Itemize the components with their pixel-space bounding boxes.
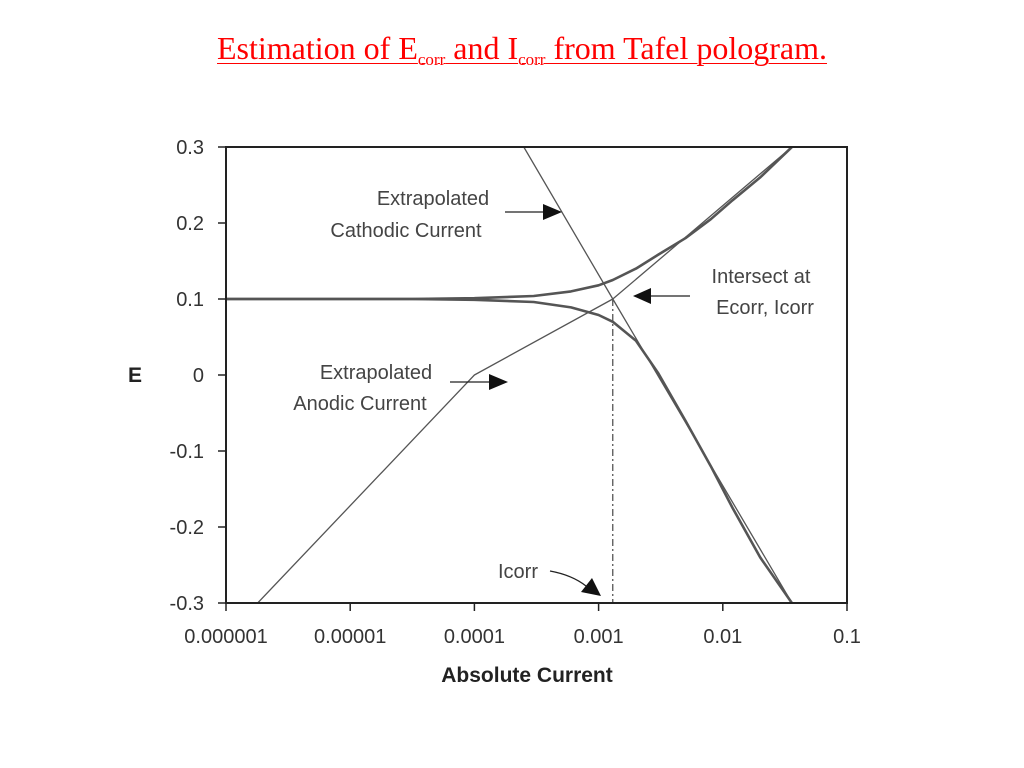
annotation-cathodic-line1: Extrapolated: [377, 188, 489, 210]
y-tick-label: 0.1: [176, 289, 204, 311]
title-suffix: from Tafel pologram.: [545, 30, 827, 66]
cathodic-curve: [226, 297, 793, 603]
annotation-intersect-line1: Intersect at: [712, 266, 811, 288]
x-tick-label: 0.01: [703, 626, 742, 648]
pointer-icorr: [549, 570, 601, 596]
title-subscript-icorr: corr: [518, 50, 546, 69]
x-tick-label: 0.001: [574, 626, 624, 648]
title-subscript-ecorr: corr: [417, 50, 446, 69]
y-axis-title: E: [128, 364, 142, 387]
x-tick-label: 0.0001: [444, 626, 505, 648]
y-tick-label: -0.3: [170, 593, 204, 615]
x-tick-label: 0.00001: [314, 626, 386, 648]
y-tick-label: 0: [193, 365, 204, 387]
anodic-curve: [226, 147, 793, 301]
y-tick-label: -0.1: [170, 441, 204, 463]
annotation-anodic-line2: Anodic Current: [293, 393, 427, 415]
y-tick-label: 0.2: [176, 213, 204, 235]
x-tick-label: 0.000001: [184, 626, 267, 648]
annotation-anodic-line1: Extrapolated: [320, 362, 432, 384]
title-prefix: Estimation of E: [217, 30, 418, 66]
annotation-intersect-line2: Ecorr, Icorr: [716, 297, 814, 319]
title-mid: and I: [445, 30, 519, 66]
annotation-icorr: Icorr: [498, 561, 538, 583]
pointer-cathodic: [505, 204, 562, 220]
y-tick-label: 0.3: [176, 137, 204, 159]
x-tick-label: 0.1: [833, 626, 861, 648]
y-tick-label: -0.2: [170, 517, 204, 539]
x-axis-title: Absolute Current: [441, 664, 613, 687]
pointer-anodic: [450, 374, 508, 390]
slide-title: Estimation of Ecorr and Icorr from Tafel…: [0, 30, 1024, 70]
annotation-cathodic-line2: Cathodic Current: [330, 220, 482, 242]
anodic-tafel-line: [257, 147, 793, 603]
pointer-intersect: [633, 288, 690, 304]
